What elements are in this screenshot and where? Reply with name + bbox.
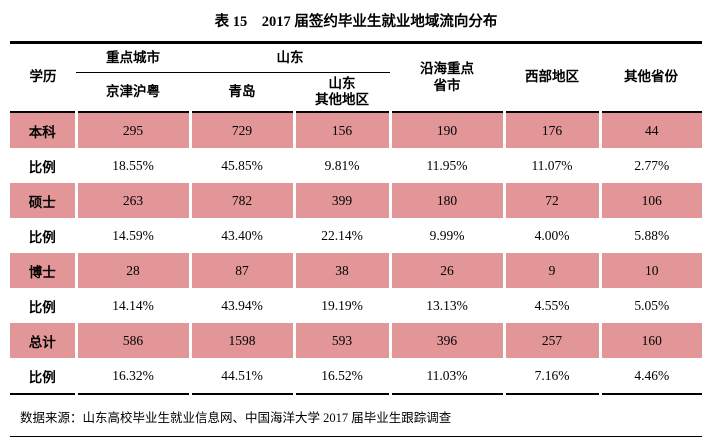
value-cell: 26: [388, 253, 504, 288]
value-cell: 14.59%: [74, 218, 190, 253]
value-cell: 586: [74, 323, 190, 358]
value-cell: 2.77%: [598, 148, 702, 183]
value-cell: 18.55%: [74, 148, 190, 183]
value-cell: 4.00%: [502, 218, 600, 253]
value-cell: 44.51%: [188, 358, 294, 394]
col-group-key-cities: 重点城市: [76, 42, 190, 73]
value-cell: 176: [502, 112, 600, 148]
value-cell: 45.85%: [188, 148, 294, 183]
table-row-phd-percent: 比例 14.14% 43.94% 19.19% 13.13% 4.55% 5.0…: [10, 288, 702, 323]
col-header-shandong-other: 山东 其他地区: [294, 72, 390, 113]
row-label: 本科: [10, 112, 76, 148]
col-header-other-provinces: 其他省份: [600, 42, 702, 113]
value-cell: 11.07%: [502, 148, 600, 183]
value-cell: 9.99%: [388, 218, 504, 253]
value-cell: 729: [188, 112, 294, 148]
value-cell: 11.03%: [388, 358, 504, 394]
value-cell: 782: [188, 183, 294, 218]
value-cell: 28: [74, 253, 190, 288]
value-cell: 14.14%: [74, 288, 190, 323]
value-cell: 180: [388, 183, 504, 218]
value-cell: 5.88%: [598, 218, 702, 253]
value-cell: 87: [188, 253, 294, 288]
table-body: 本科 295 729 156 190 176 44 比例 18.55% 45.8…: [10, 112, 702, 394]
value-cell: 16.32%: [74, 358, 190, 394]
value-cell: 72: [502, 183, 600, 218]
value-cell: 4.46%: [598, 358, 702, 394]
table-row-bachelor-percent: 比例 18.55% 45.85% 9.81% 11.95% 11.07% 2.7…: [10, 148, 702, 183]
value-cell: 399: [292, 183, 390, 218]
row-label: 比例: [28, 369, 56, 385]
value-cell: 593: [292, 323, 390, 358]
header-group-row: 学历 重点城市 山东 沿海重点 省市 西部地区 其他省份: [10, 42, 702, 113]
value-cell: 190: [388, 112, 504, 148]
value-cell: 43.40%: [188, 218, 294, 253]
col-header-degree: 学历: [10, 42, 76, 113]
value-cell: 295: [74, 112, 190, 148]
table-row-master-percent: 比例 14.59% 43.40% 22.14% 9.99% 4.00% 5.88…: [10, 218, 702, 253]
value-cell: 156: [292, 112, 390, 148]
value-cell: 4.55%: [502, 288, 600, 323]
value-cell: 396: [388, 323, 504, 358]
table-row-bachelor: 本科 295 729 156 190 176 44: [10, 112, 702, 148]
value-cell: 1598: [188, 323, 294, 358]
table-row-phd: 博士 28 87 38 26 9 10: [10, 253, 702, 288]
table-title: 表 15 2017 届签约毕业生就业地域流向分布: [214, 14, 498, 30]
header-sub-row: 京津沪粤 青岛 山东 其他地区: [10, 72, 702, 113]
col-group-shandong: 山东: [190, 42, 390, 73]
value-cell: 9: [502, 253, 600, 288]
table-header: 学历 重点城市 山东 沿海重点 省市 西部地区 其他省份 京津沪粤 青岛 山东 …: [10, 42, 702, 113]
data-source-note: 数据来源：山东高校毕业生就业信息网、中国海洋大学 2017 届毕业生跟踪调查: [20, 411, 452, 425]
row-label: 总计: [10, 323, 76, 358]
row-label: 博士: [10, 253, 76, 288]
value-cell: 263: [74, 183, 190, 218]
col-header-western: 西部地区: [504, 42, 600, 113]
row-label: 比例: [28, 299, 56, 315]
value-cell: 10: [598, 253, 702, 288]
value-cell: 19.19%: [292, 288, 390, 323]
value-cell: 38: [292, 253, 390, 288]
col-header-coastal: 沿海重点 省市: [390, 42, 504, 113]
value-cell: 5.05%: [598, 288, 702, 323]
table-row-master: 硕士 263 782 399 180 72 106: [10, 183, 702, 218]
value-cell: 44: [598, 112, 702, 148]
col-header-qingdao: 青岛: [190, 72, 294, 113]
value-cell: 22.14%: [292, 218, 390, 253]
value-cell: 43.94%: [188, 288, 294, 323]
row-label: 硕士: [10, 183, 76, 218]
value-cell: 257: [502, 323, 600, 358]
row-label: 比例: [28, 159, 56, 175]
value-cell: 7.16%: [502, 358, 600, 394]
row-label: 比例: [28, 229, 56, 245]
table-row-total: 总计 586 1598 593 396 257 160: [10, 323, 702, 358]
value-cell: 106: [598, 183, 702, 218]
value-cell: 11.95%: [388, 148, 504, 183]
value-cell: 9.81%: [292, 148, 390, 183]
value-cell: 160: [598, 323, 702, 358]
col-header-jingjinhuyue: 京津沪粤: [76, 72, 190, 113]
value-cell: 16.52%: [292, 358, 390, 394]
table-row-total-percent: 比例 16.32% 44.51% 16.52% 11.03% 7.16% 4.4…: [10, 358, 702, 394]
value-cell: 13.13%: [388, 288, 504, 323]
employment-region-table: 学历 重点城市 山东 沿海重点 省市 西部地区 其他省份 京津沪粤 青岛 山东 …: [10, 41, 702, 395]
